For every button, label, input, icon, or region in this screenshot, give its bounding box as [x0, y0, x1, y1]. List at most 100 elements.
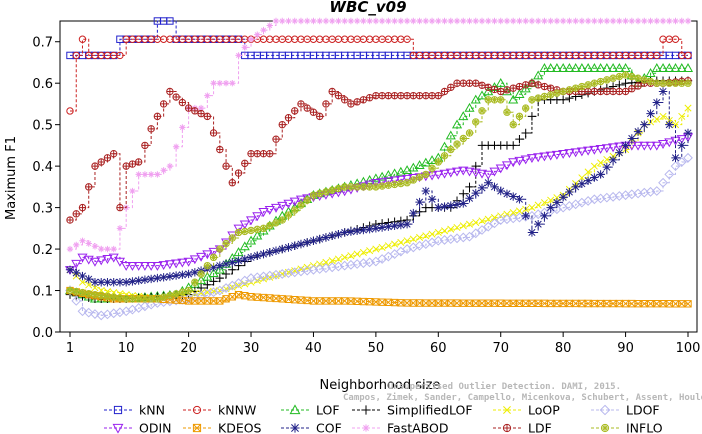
point-lof — [464, 102, 475, 112]
point-kdeos — [216, 297, 224, 305]
point-kdeos — [241, 292, 249, 300]
point-inflo — [266, 222, 273, 229]
point-cof — [265, 248, 274, 257]
point-lof — [545, 63, 556, 72]
point-kdeos — [228, 293, 237, 301]
point-inflo — [279, 216, 286, 224]
point-odin — [71, 259, 82, 269]
point-ldf — [534, 81, 542, 89]
point-ldf — [435, 92, 442, 99]
point-ldf — [422, 92, 430, 99]
point-kdeos — [334, 297, 343, 305]
point-inflo — [335, 185, 342, 192]
point-inflo — [466, 129, 473, 137]
point-odin — [133, 261, 144, 271]
point-cof — [558, 193, 568, 202]
point-fastabod — [172, 143, 180, 150]
point-simplifiedlof — [515, 134, 524, 144]
point-inflo — [528, 96, 536, 103]
point-inflo — [316, 190, 323, 197]
point-odin — [252, 212, 263, 222]
point-fastabod — [572, 17, 579, 25]
point-simplifiedlof — [521, 128, 530, 138]
point-inflo — [659, 80, 667, 87]
legend-label-loop: LoOP — [528, 403, 560, 418]
point-knnw — [684, 51, 692, 60]
point-fastabod — [460, 17, 467, 25]
point-fastabod — [416, 17, 423, 25]
point-ldf — [160, 100, 167, 108]
point-fastabod — [79, 237, 86, 244]
point-lof — [427, 155, 438, 165]
point-loop — [91, 284, 99, 292]
point-fastabod — [603, 17, 611, 25]
point-inflo — [235, 229, 242, 236]
point-cof — [496, 186, 505, 196]
point-inflo — [410, 176, 417, 184]
point-ldf — [191, 107, 199, 115]
point-loop — [366, 247, 374, 255]
point-inflo — [522, 104, 529, 112]
point-odin — [595, 145, 606, 154]
point-odin — [277, 201, 288, 211]
point-fastabod — [310, 17, 317, 25]
point-fastabod — [391, 17, 398, 25]
point-lof — [402, 165, 413, 174]
point-fastabod — [684, 17, 692, 25]
point-cof — [427, 195, 437, 204]
point-loop — [434, 228, 442, 237]
point-fastabod — [641, 17, 648, 25]
legend-marker-kdeos — [192, 423, 202, 433]
point-odin — [127, 261, 138, 271]
point-cof — [434, 203, 443, 212]
point-ldf — [66, 216, 74, 224]
series-layer — [64, 17, 694, 321]
point-cof — [446, 201, 455, 210]
point-fastabod — [597, 17, 604, 25]
point-cof — [240, 254, 249, 264]
point-cof — [78, 271, 87, 281]
point-ldf — [628, 85, 636, 92]
point-cof — [340, 228, 349, 237]
point-cof — [171, 271, 181, 280]
point-fastabod — [447, 17, 454, 25]
point-loop — [678, 112, 686, 120]
point-ldf — [335, 92, 342, 99]
point-lof — [614, 63, 625, 72]
point-inflo — [328, 186, 336, 194]
point-odin — [121, 261, 132, 271]
point-fastabod — [116, 225, 124, 232]
point-ldof — [71, 295, 82, 306]
point-odin — [89, 257, 101, 267]
legend-item-fastabod: FastABOD — [352, 421, 449, 434]
legend-label-ldf: LDF — [528, 421, 552, 434]
point-fastabod — [428, 17, 436, 25]
point-kdeos — [596, 299, 605, 308]
point-simplifiedlof — [203, 280, 212, 289]
point-inflo — [160, 293, 167, 301]
point-odin — [196, 252, 207, 262]
x-tick-label: 100 — [676, 341, 701, 356]
point-odin — [601, 144, 612, 154]
point-cof — [571, 182, 580, 192]
point-lof — [539, 63, 550, 72]
legend-marker-knn — [113, 405, 123, 415]
point-inflo — [285, 211, 292, 219]
point-odin — [451, 167, 463, 177]
point-ldf — [285, 114, 292, 121]
point-ldf — [328, 88, 336, 95]
point-cof — [115, 278, 125, 287]
point-ldf — [616, 88, 623, 95]
point-kdeos — [472, 299, 480, 307]
point-loop — [478, 217, 486, 225]
point-lof — [608, 63, 619, 72]
point-ldf — [204, 113, 211, 120]
legend-label-knn: kNN — [139, 403, 165, 418]
point-odin — [539, 152, 550, 162]
point-odin — [389, 176, 400, 186]
point-cof — [159, 273, 168, 282]
point-odin — [589, 145, 600, 155]
point-cof — [309, 236, 318, 245]
point-simplifiedlof — [209, 277, 218, 286]
point-fastabod — [129, 187, 136, 195]
